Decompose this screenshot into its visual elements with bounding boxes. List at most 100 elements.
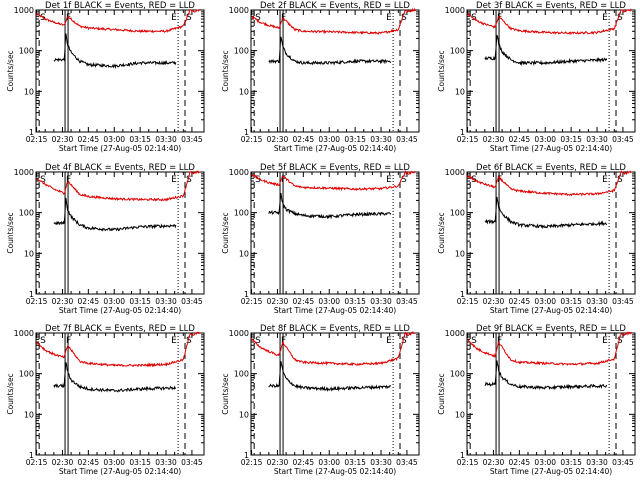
panel-title: Det 1f BLACK = Events, RED = LLD (45, 1, 195, 11)
marker-label-f: F (497, 336, 502, 346)
y-tick-label: 1 (460, 128, 465, 137)
y-tick-label: 10 (239, 410, 249, 419)
x-axis-label: Start Time (27-Aug-05 02:14:40) (274, 467, 396, 476)
panel-det-9: Det 9f BLACK = Events, RED = LLD 1 10 100 10… (437, 324, 636, 476)
series-events-black (53, 33, 177, 69)
marker-label-s: S (255, 175, 261, 185)
y-axis-label: Counts/sec (6, 373, 15, 414)
y-tick-label: 1000 (229, 329, 249, 338)
series-lld-red (36, 8, 201, 33)
x-tick-label: 03:00 (318, 458, 340, 467)
x-axis-label: Start Time (27-Aug-05 02:14:40) (59, 467, 181, 476)
marker-label-s: S (401, 336, 407, 346)
y-tick-label: 1000 (14, 168, 34, 177)
y-tick-label: 1 (244, 290, 249, 299)
y-tick-label: 1000 (14, 6, 34, 15)
x-tick-label: 02:30 (267, 458, 289, 467)
y-tick-label: 10 (24, 87, 34, 96)
panel-title: Det 5f BLACK = Events, RED = LLD (260, 163, 410, 173)
x-tick-label: 03:30 (370, 135, 392, 144)
panel-title: Det 6f BLACK = Events, RED = LLD (476, 163, 626, 173)
plot-frame (250, 332, 420, 456)
x-tick-label: 03:45 (181, 458, 203, 467)
marker-label-e: E (602, 175, 608, 185)
y-tick-label: 10 (455, 249, 465, 258)
marker-label-f: F (281, 336, 286, 346)
x-tick-label: 02:45 (293, 135, 315, 144)
x-tick-label: 03:30 (586, 297, 608, 306)
y-tick-label: 1 (29, 128, 34, 137)
x-axis-label: Start Time (27-Aug-05 02:14:40) (490, 467, 612, 476)
x-tick-label: 03:45 (612, 135, 634, 144)
x-tick-label: 02:30 (52, 458, 74, 467)
series-lld-red (251, 170, 416, 192)
x-tick-label: 03:30 (370, 458, 392, 467)
x-tick-label: 03:00 (103, 297, 125, 306)
marker-label-e: E (602, 336, 608, 346)
y-tick-label: 10 (455, 87, 465, 96)
marker-label-f: F (497, 175, 502, 185)
y-tick-label: 10 (24, 410, 34, 419)
y-tick-label: 1 (29, 290, 34, 299)
x-axis-label: Start Time (27-Aug-05 02:14:40) (490, 144, 612, 153)
series-lld-red (251, 7, 416, 35)
y-tick-label: 1000 (229, 6, 249, 15)
plot-frame (35, 9, 205, 133)
panel-title: Det 3f BLACK = Events, RED = LLD (476, 1, 626, 11)
panel-det-7: Det 7f BLACK = Events, RED = LLD 1 10 100 10… (6, 324, 205, 476)
x-tick-label: 03:30 (155, 135, 177, 144)
marker-label-s: S (255, 13, 261, 23)
marker-label-s: S (186, 175, 192, 185)
x-tick-label: 03:15 (560, 297, 582, 306)
y-tick-label: 10 (239, 249, 249, 258)
y-axis-label: Counts/sec (6, 212, 15, 253)
y-tick-label: 1000 (14, 329, 34, 338)
x-axis-label: Start Time (27-Aug-05 02:14:40) (59, 144, 181, 153)
y-tick-label: 1000 (229, 168, 249, 177)
x-tick-label: 03:15 (344, 297, 366, 306)
panel-title: Det 9f BLACK = Events, RED = LLD (476, 324, 626, 334)
x-tick-label: 02:30 (483, 458, 505, 467)
series-lld-red (467, 170, 632, 197)
y-axis-label: Counts/sec (221, 50, 230, 91)
y-axis-label: Counts/sec (6, 50, 15, 91)
marker-label-e: E (602, 13, 608, 23)
marker-label-f: F (66, 175, 71, 185)
y-tick-label: 100 (19, 47, 34, 56)
marker-label-e: E (171, 336, 177, 346)
plot-frame (250, 171, 420, 295)
x-tick-label: 02:30 (483, 297, 505, 306)
x-tick-label: 02:15 (26, 135, 48, 144)
plot-frame (466, 171, 636, 295)
x-tick-label: 03:30 (586, 135, 608, 144)
x-tick-label: 02:15 (457, 135, 479, 144)
panel-title: Det 2f BLACK = Events, RED = LLD (260, 1, 410, 11)
x-tick-label: 03:15 (344, 458, 366, 467)
x-tick-label: 03:30 (370, 297, 392, 306)
x-tick-label: 02:30 (267, 135, 289, 144)
panel-title: Det 7f BLACK = Events, RED = LLD (45, 324, 195, 334)
panel-det-1: Det 1f BLACK = Events, RED = LLD 1 10 100 10… (6, 1, 205, 153)
y-tick-label: 10 (239, 87, 249, 96)
x-tick-label: 03:15 (560, 135, 582, 144)
x-tick-label: 03:45 (396, 458, 418, 467)
x-tick-label: 02:30 (52, 135, 74, 144)
x-axis-label: Start Time (27-Aug-05 02:14:40) (59, 306, 181, 315)
x-tick-label: 03:15 (129, 297, 151, 306)
series-events-black (484, 34, 608, 67)
x-tick-label: 03:45 (396, 135, 418, 144)
marker-label-e: E (171, 175, 177, 185)
x-tick-label: 03:00 (103, 135, 125, 144)
marker-label-s: S (40, 175, 46, 185)
x-tick-label: 03:45 (612, 458, 634, 467)
y-tick-label: 100 (234, 209, 249, 218)
series-events-black (484, 360, 608, 391)
series-lld-red (251, 331, 416, 367)
y-tick-label: 1000 (445, 6, 465, 15)
x-tick-label: 03:45 (396, 297, 418, 306)
y-axis-label: Counts/sec (437, 50, 446, 91)
x-tick-label: 02:30 (483, 135, 505, 144)
x-tick-label: 02:15 (241, 135, 263, 144)
marker-label-s: S (40, 336, 46, 346)
